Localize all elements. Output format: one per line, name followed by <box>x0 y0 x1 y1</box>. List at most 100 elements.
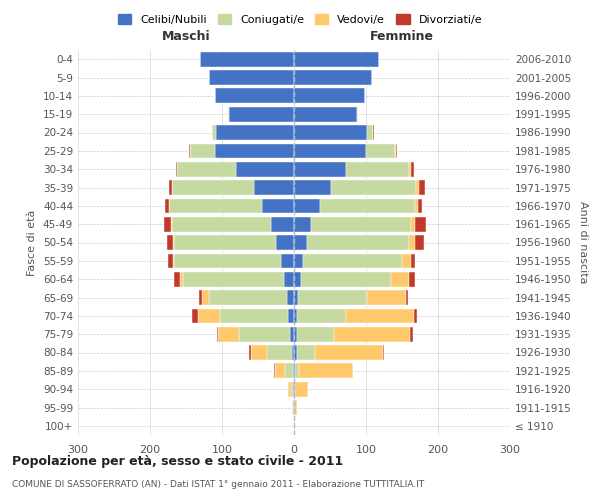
Bar <box>416 180 419 195</box>
Bar <box>415 235 424 250</box>
Bar <box>297 327 334 342</box>
Bar <box>294 308 297 323</box>
Bar <box>198 308 220 323</box>
Bar <box>298 290 367 305</box>
Bar <box>212 125 216 140</box>
Bar <box>171 217 172 232</box>
Bar <box>215 88 294 103</box>
Bar <box>294 217 311 232</box>
Bar <box>290 327 294 342</box>
Bar <box>173 235 174 250</box>
Bar <box>220 308 288 323</box>
Bar <box>215 144 294 158</box>
Bar <box>294 162 346 176</box>
Bar <box>294 272 301 286</box>
Bar <box>180 272 183 286</box>
Bar <box>307 235 409 250</box>
Bar <box>373 125 374 140</box>
Bar <box>409 272 415 286</box>
Bar <box>415 198 418 213</box>
Legend: Celibi/Nubili, Coniugati/e, Vedovi/e, Divorziati/e: Celibi/Nubili, Coniugati/e, Vedovi/e, Di… <box>113 10 487 29</box>
Bar <box>202 290 209 305</box>
Bar <box>294 364 295 378</box>
Bar <box>367 290 406 305</box>
Bar <box>294 290 298 305</box>
Bar <box>164 217 171 232</box>
Text: Popolazione per età, sesso e stato civile - 2011: Popolazione per età, sesso e stato civil… <box>12 455 343 468</box>
Bar <box>366 144 395 158</box>
Bar <box>414 308 417 323</box>
Bar <box>286 364 293 378</box>
Bar <box>315 345 383 360</box>
Bar <box>189 144 190 158</box>
Bar <box>169 198 262 213</box>
Bar <box>294 107 358 122</box>
Bar <box>217 327 218 342</box>
Bar <box>295 382 308 396</box>
Bar <box>291 382 293 396</box>
Bar <box>288 308 294 323</box>
Bar <box>402 254 410 268</box>
Bar <box>183 272 284 286</box>
Bar <box>254 180 294 195</box>
Bar <box>418 198 422 213</box>
Bar <box>293 382 294 396</box>
Bar <box>218 327 239 342</box>
Bar <box>190 144 215 158</box>
Bar <box>294 144 366 158</box>
Bar <box>175 254 281 268</box>
Text: Maschi: Maschi <box>161 30 211 43</box>
Bar <box>288 382 291 396</box>
Bar <box>209 290 287 305</box>
Bar <box>250 345 251 360</box>
Bar <box>294 418 295 433</box>
Bar <box>293 400 294 415</box>
Bar <box>410 162 413 176</box>
Bar <box>294 345 297 360</box>
Bar <box>302 254 402 268</box>
Bar <box>294 70 372 85</box>
Bar <box>293 364 294 378</box>
Bar <box>168 254 173 268</box>
Bar <box>275 364 286 378</box>
Bar <box>172 217 271 232</box>
Bar <box>229 107 294 122</box>
Bar <box>406 290 408 305</box>
Bar <box>299 364 353 378</box>
Bar <box>346 308 414 323</box>
Bar <box>294 180 331 195</box>
Bar <box>331 180 416 195</box>
Bar <box>294 88 365 103</box>
Bar <box>410 217 415 232</box>
Bar <box>410 254 415 268</box>
Bar <box>236 162 294 176</box>
Bar <box>199 290 202 305</box>
Bar <box>395 144 397 158</box>
Bar <box>169 180 172 195</box>
Bar <box>415 217 426 232</box>
Text: Femmine: Femmine <box>370 30 434 43</box>
Bar <box>294 198 320 213</box>
Bar <box>239 327 290 342</box>
Bar <box>297 345 315 360</box>
Bar <box>294 52 379 66</box>
Bar <box>294 400 297 415</box>
Bar <box>287 382 288 396</box>
Bar <box>409 162 410 176</box>
Bar <box>251 345 266 360</box>
Bar <box>173 254 175 268</box>
Bar <box>383 345 384 360</box>
Bar <box>192 308 198 323</box>
Y-axis label: Fasce di età: Fasce di età <box>28 210 37 276</box>
Bar <box>287 290 294 305</box>
Bar <box>409 235 415 250</box>
Bar <box>410 327 413 342</box>
Bar <box>294 327 297 342</box>
Bar <box>294 382 295 396</box>
Bar <box>367 125 373 140</box>
Bar <box>209 70 294 85</box>
Bar <box>292 345 294 360</box>
Bar <box>174 235 276 250</box>
Bar <box>294 125 367 140</box>
Bar <box>200 52 294 66</box>
